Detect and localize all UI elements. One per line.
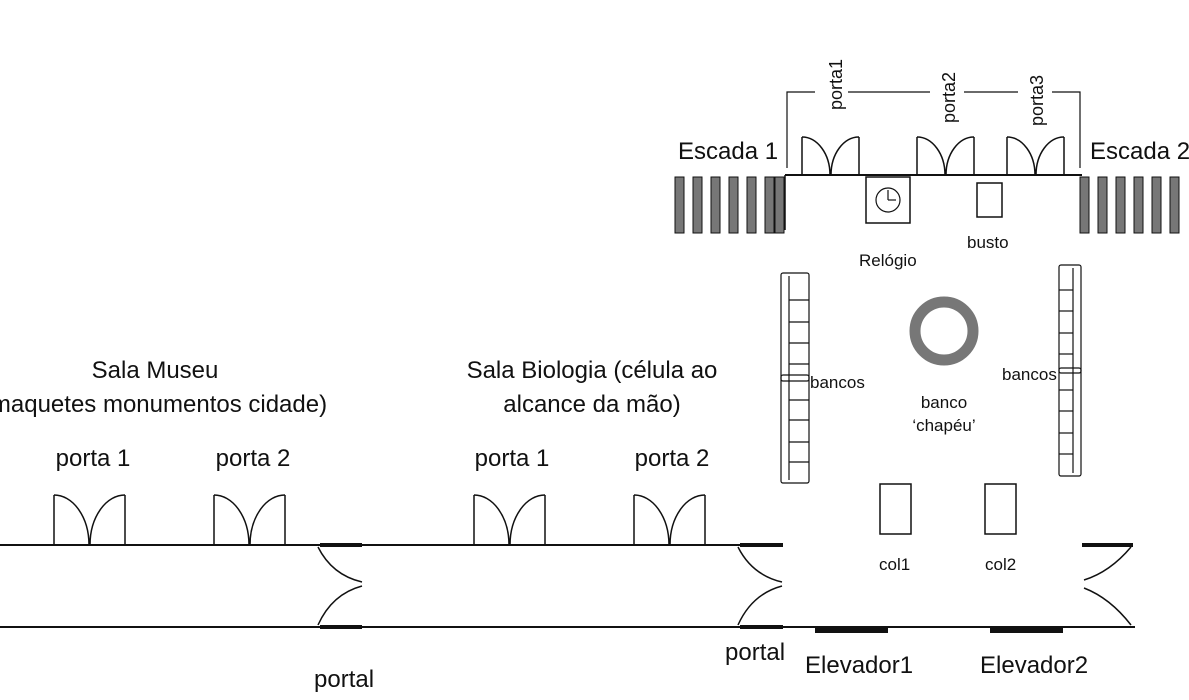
stair-icon-right: [1079, 176, 1180, 234]
escada1-label: Escada 1: [678, 138, 778, 165]
portal-icon-1: [317, 546, 363, 626]
clock-icon: [865, 176, 911, 224]
banco-label-line1: banco: [921, 393, 967, 412]
relogio-label: Relógio: [859, 251, 917, 270]
sala-museu-title: Sala Museu: [92, 357, 219, 384]
elevator-icon-1: [815, 627, 888, 633]
museu-porta1-label: porta 1: [56, 445, 131, 472]
ring-bench-icon: [909, 296, 979, 366]
corridor-walls: [0, 91, 1135, 629]
escada2-label: Escada 2: [1090, 138, 1189, 165]
double-door-icon-bio-1: [473, 494, 546, 546]
bancos-right-label: bancos: [1002, 365, 1057, 384]
double-door-icon-bio-2: [633, 494, 706, 546]
bancos-left-label: bancos: [810, 373, 865, 392]
bio-porta2-label: porta 2: [635, 445, 710, 472]
busto-label: busto: [967, 233, 1009, 252]
stair-icon-left: [674, 176, 785, 234]
column-icon-1: [879, 483, 912, 535]
bench-icon-right: [1058, 264, 1082, 477]
sala-museu-subtitle: (maquetes monumentos cidade): [0, 391, 327, 418]
elevator-icon-2: [990, 627, 1063, 633]
bust-icon: [976, 182, 1003, 218]
col2-label: col2: [985, 555, 1016, 574]
double-door-icon-top-3: [1006, 136, 1065, 176]
portal-left-label: portal: [314, 666, 374, 693]
portal-right-label: portal: [725, 639, 785, 666]
portal-icon-2: [737, 546, 783, 626]
banco-label-line2: ‘chapéu’: [912, 416, 975, 435]
elevador1-label: Elevador1: [805, 652, 913, 679]
museu-porta2-label: porta 2: [216, 445, 291, 472]
bench-icon-left: [780, 272, 810, 484]
double-door-icon-top-2: [916, 136, 975, 176]
porta1-top-label: porta1: [826, 59, 846, 110]
sala-biologia-subtitle: alcance da mão): [503, 391, 680, 418]
porta2-top-label: porta2: [939, 72, 959, 123]
sala-biologia-title: Sala Biologia (célula ao: [467, 357, 718, 384]
col1-label: col1: [879, 555, 910, 574]
double-door-icon-museu-1: [53, 494, 126, 546]
column-icon-2: [984, 483, 1017, 535]
double-door-icon-museu-2: [213, 494, 286, 546]
porta3-top-label: porta3: [1027, 75, 1047, 126]
portal-icon-3: [1083, 546, 1132, 626]
double-door-icon-top-1: [801, 136, 860, 176]
bio-porta1-label: porta 1: [475, 445, 550, 472]
elevador2-label: Elevador2: [980, 652, 1088, 679]
